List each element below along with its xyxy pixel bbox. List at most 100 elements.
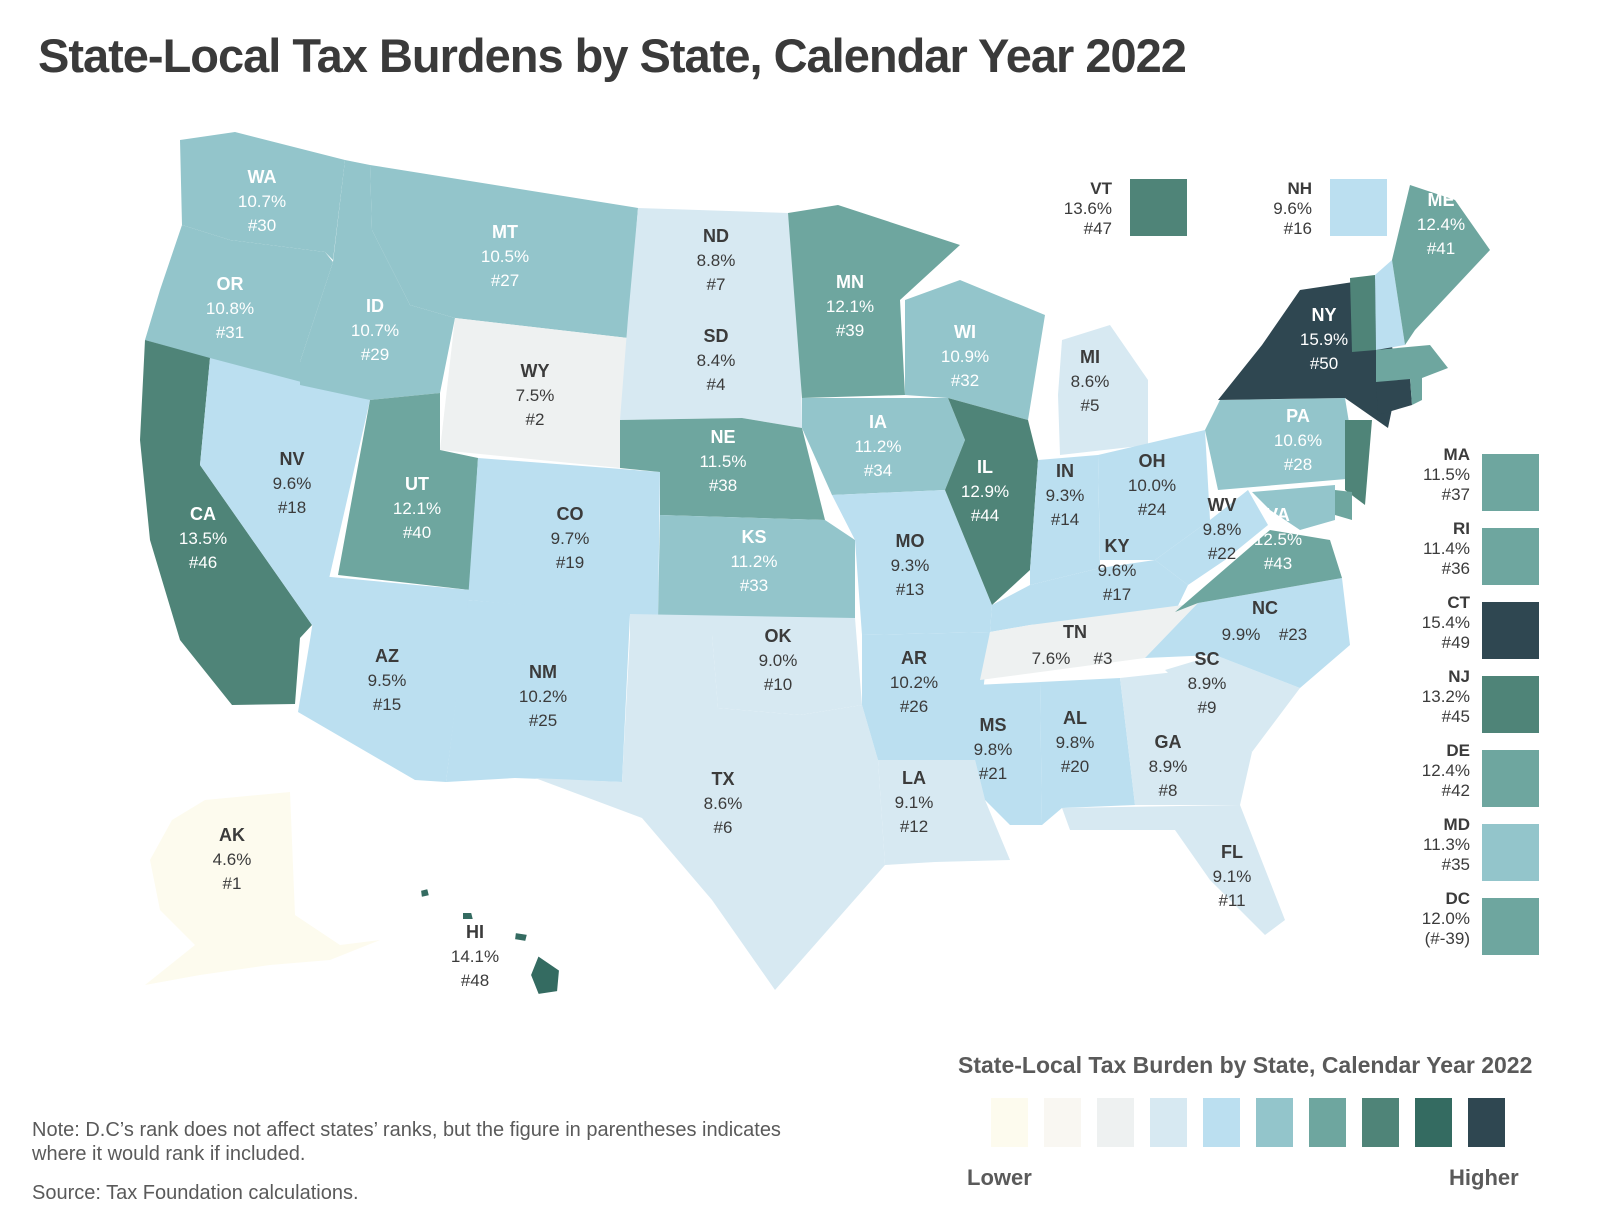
state-value-ND: 8.8% — [697, 251, 736, 270]
state-HI[interactable] — [419, 887, 561, 996]
state-abbr-AZ: AZ — [375, 646, 399, 666]
state-TX[interactable] — [535, 635, 885, 990]
state-abbr-KS: KS — [741, 527, 766, 547]
state-abbr-OR: OR — [217, 274, 244, 294]
state-value-WI: 10.9% — [941, 347, 989, 366]
state-LA[interactable] — [878, 760, 1010, 865]
state-rank-WI: #32 — [951, 371, 979, 390]
state-value-SC: 8.9% — [1188, 674, 1227, 693]
state-MO[interactable] — [832, 490, 992, 635]
state-abbr-MT: MT — [492, 222, 518, 242]
state-TN[interactable] — [980, 603, 1198, 680]
state-CA[interactable] — [140, 340, 312, 705]
state-abbr-OH: OH — [1139, 451, 1166, 471]
state-MT[interactable] — [370, 165, 638, 338]
state-abbr-TN: TN — [1063, 622, 1087, 642]
state-rank-VA: #43 — [1264, 554, 1292, 573]
state-MD[interactable] — [1252, 485, 1335, 530]
state-rank-SD: #4 — [707, 375, 726, 394]
state-rank-AK: #1 — [223, 874, 242, 893]
state-FL[interactable] — [1062, 805, 1285, 935]
state-AL[interactable] — [1040, 678, 1135, 825]
state-SD[interactable] — [620, 318, 802, 428]
legend-swatch-CT — [1482, 602, 1539, 659]
state-MI[interactable] — [1058, 325, 1148, 455]
state-DE[interactable] — [1335, 490, 1352, 520]
state-WA[interactable] — [180, 132, 345, 260]
state-OH[interactable] — [1098, 430, 1210, 560]
legend-rank-NJ: #45 — [1442, 707, 1470, 726]
state-CT[interactable] — [1376, 378, 1412, 415]
state-value-KY: 9.6% — [1098, 561, 1137, 580]
legend-value-NJ: 13.2% — [1422, 687, 1470, 706]
state-value-CO: 9.7% — [551, 529, 590, 548]
legend-abbr-NH: NH — [1287, 179, 1312, 198]
legend-abbr-RI: RI — [1453, 519, 1470, 538]
state-OR[interactable] — [145, 225, 333, 385]
state-NM[interactable] — [446, 600, 630, 782]
state-RI[interactable] — [1410, 378, 1422, 405]
state-label-MS: MS 9.8% #21 — [974, 715, 1013, 783]
state-AZ[interactable] — [298, 576, 470, 782]
state-AR[interactable] — [862, 632, 990, 760]
state-label-IL: IL 12.9% #44 — [961, 457, 1009, 525]
state-rank-SC: #9 — [1198, 698, 1217, 717]
state-label-CA: CA 13.5% #46 — [179, 504, 227, 572]
state-label-NM: NM 10.2% #25 — [519, 662, 567, 730]
state-value-OK: 9.0% — [759, 651, 798, 670]
state-rank-OH: #24 — [1138, 500, 1166, 519]
state-value-MT: 10.5% — [481, 247, 529, 266]
state-ID[interactable] — [300, 160, 455, 400]
legend-rank-CT: #49 — [1442, 633, 1470, 652]
state-label-AL: AL 9.8% #20 — [1056, 708, 1095, 776]
state-value-MS: 9.8% — [974, 740, 1013, 759]
state-OK[interactable] — [630, 614, 862, 715]
state-MS[interactable] — [975, 682, 1042, 825]
state-AK[interactable] — [145, 792, 380, 985]
legend-abbr-DC: DC — [1445, 889, 1470, 908]
state-IN[interactable] — [1030, 455, 1100, 585]
state-abbr-HI: HI — [466, 922, 484, 942]
state-value-WY: 7.5% — [516, 386, 555, 405]
state-value-IA: 11.2% — [855, 437, 902, 456]
state-IA[interactable] — [802, 398, 965, 495]
state-SC[interactable] — [1165, 655, 1300, 752]
state-KS[interactable] — [658, 515, 855, 618]
state-value-MN: 12.1% — [826, 297, 874, 316]
state-WV[interactable] — [1155, 490, 1268, 585]
state-MN[interactable] — [788, 205, 960, 398]
state-UT[interactable] — [338, 393, 478, 590]
state-NH[interactable] — [1375, 260, 1405, 350]
state-rank-CO: #19 — [556, 553, 584, 572]
state-IL[interactable] — [945, 398, 1038, 605]
state-VT[interactable] — [1350, 275, 1376, 352]
state-NJ[interactable] — [1345, 420, 1372, 505]
state-NE[interactable] — [620, 418, 825, 520]
legend-value-RI: 11.4% — [1423, 539, 1470, 558]
state-MA[interactable] — [1376, 345, 1448, 382]
state-CO[interactable] — [468, 458, 660, 618]
color-scale-swatch — [1097, 1098, 1134, 1147]
map-source: Source: Tax Foundation calculations. — [32, 1182, 359, 1204]
state-NC[interactable] — [1145, 578, 1350, 688]
state-GA[interactable] — [1120, 672, 1252, 805]
legend-abbr-DE: DE — [1446, 741, 1470, 760]
state-PA[interactable] — [1205, 398, 1358, 490]
state-value-TX: 8.6% — [704, 794, 743, 813]
state-WI[interactable] — [905, 280, 1045, 420]
state-label-NE: NE 11.5% #38 — [700, 427, 747, 495]
state-shapes — [140, 132, 1490, 996]
state-NV[interactable] — [200, 358, 370, 625]
state-label-AK: AK 4.6% #1 — [213, 825, 252, 893]
state-label-IN: IN 9.3% #14 — [1046, 461, 1085, 529]
legend-value-MA: 11.5% — [1423, 465, 1470, 484]
state-abbr-NM: NM — [529, 662, 557, 682]
state-ND[interactable] — [628, 208, 798, 318]
state-ME[interactable] — [1392, 185, 1490, 345]
state-label-NY: NY 15.9% #50 — [1300, 305, 1348, 373]
state-WY[interactable] — [440, 318, 628, 468]
state-rank-ME: #41 — [1427, 239, 1455, 258]
legend-rank-MD: #35 — [1442, 855, 1470, 874]
state-VA[interactable] — [1175, 530, 1342, 612]
